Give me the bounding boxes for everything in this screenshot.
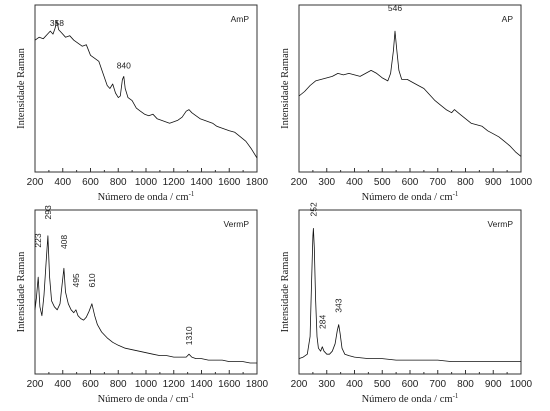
x-tick-label: 200	[291, 177, 308, 188]
x-axis-label-superscript: -1	[453, 190, 459, 198]
x-tick-label: 800	[110, 177, 127, 188]
x-tick-label: 600	[402, 177, 419, 188]
peak-label: 495	[71, 273, 81, 287]
chart-panel-2: 200 300 400 500 600 700 800 900 1000 Número de on…	[280, 3, 533, 203]
peak-label: 252	[308, 202, 318, 216]
chart-panel-3: 200 400 600 800 1000 1200 1400 1600 1800 Número d…	[16, 205, 269, 405]
chart-panel-4: 200 300 400 500 600 700 800 900 1000 Número de on…	[280, 202, 533, 405]
x-tick-label: 800	[457, 177, 474, 188]
plot-frame	[298, 209, 522, 375]
x-axis-label: Número de onda / cm-1	[98, 392, 195, 405]
x-tick-label: 1600	[218, 379, 241, 390]
x-axis-label-superscript: -1	[189, 392, 195, 400]
x-tick-label: 1400	[190, 177, 213, 188]
plot-frame	[34, 209, 258, 375]
panel-label: VermP	[487, 219, 513, 229]
x-tick-label: 600	[82, 379, 99, 390]
spectrum-line	[34, 235, 257, 364]
x-tick-label: 400	[54, 379, 71, 390]
peak-label: 610	[87, 273, 97, 287]
y-axis-label: Intensidade Raman	[16, 47, 27, 129]
chart-panel-1: 200 400 600 800 1000 1200 1400 1600 1800 Número d…	[16, 4, 269, 203]
peak-label: 284	[317, 315, 327, 329]
x-tick-label: 1200	[163, 379, 186, 390]
x-tick-label: 200	[27, 379, 44, 390]
y-axis-label: Intensidade Raman	[16, 251, 27, 333]
x-axis-label-superscript: -1	[453, 392, 459, 400]
x-tick-label: 300	[318, 177, 335, 188]
x-tick-label: 900	[485, 379, 502, 390]
x-tick-label: 1800	[246, 177, 269, 188]
x-tick-label: 200	[27, 177, 44, 188]
x-tick-label: 1200	[163, 177, 186, 188]
x-tick-label: 300	[318, 379, 335, 390]
x-axis-label: Número de onda / cm-1	[362, 392, 459, 405]
x-tick-label: 600	[402, 379, 419, 390]
peak-label: 408	[59, 235, 69, 249]
plot-frame	[298, 4, 522, 173]
peak-label: 358	[50, 18, 64, 28]
spectrum-line	[298, 30, 522, 157]
x-tick-label: 1600	[218, 177, 241, 188]
x-tick-label: 1000	[135, 379, 158, 390]
spectrum-line	[298, 227, 521, 363]
peak-label: 1310	[184, 326, 194, 345]
x-tick-label: 1800	[246, 379, 269, 390]
x-tick-label: 400	[346, 379, 363, 390]
x-tick-label: 200	[291, 379, 308, 390]
peak-label: 343	[334, 298, 344, 312]
x-tick-label: 700	[429, 177, 446, 188]
panel-label: VermP	[223, 219, 249, 229]
x-tick-label: 1000	[510, 379, 533, 390]
x-axis-label: Número de onda / cm-1	[362, 190, 459, 203]
x-tick-label: 500	[374, 177, 391, 188]
x-tick-label: 400	[346, 177, 363, 188]
peak-label: 223	[33, 233, 43, 247]
panel-label: AP	[502, 14, 514, 24]
peak-label: 840	[117, 60, 131, 70]
x-tick-label: 800	[110, 379, 127, 390]
x-tick-label: 400	[54, 177, 71, 188]
x-axis-label: Número de onda / cm-1	[98, 190, 195, 203]
x-tick-label: 1400	[190, 379, 213, 390]
x-tick-label: 900	[485, 177, 502, 188]
x-tick-label: 600	[82, 177, 99, 188]
spectrum-line	[34, 20, 258, 159]
panel-label: AmP	[231, 14, 250, 24]
x-axis-label-superscript: -1	[189, 190, 195, 198]
peak-label: 546	[388, 3, 402, 13]
x-tick-label: 1000	[135, 177, 158, 188]
x-tick-label: 1000	[510, 177, 533, 188]
x-tick-label: 700	[429, 379, 446, 390]
plot-frame	[34, 4, 258, 173]
x-tick-label: 800	[457, 379, 474, 390]
y-axis-label: Intensidade Raman	[280, 251, 291, 333]
y-axis-label: Intensidade Raman	[280, 47, 291, 129]
x-tick-label: 500	[374, 379, 391, 390]
peak-label: 293	[43, 205, 53, 219]
